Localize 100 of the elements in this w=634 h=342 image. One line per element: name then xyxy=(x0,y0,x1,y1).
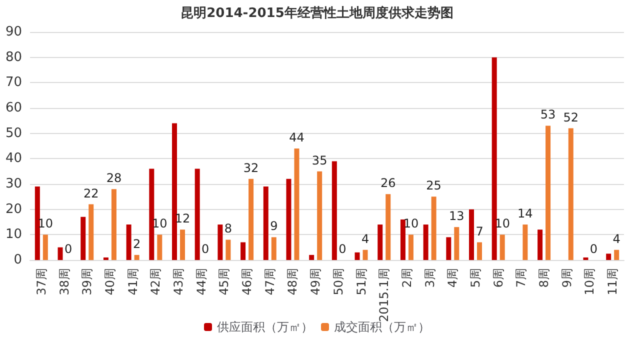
data-label: 52 xyxy=(563,110,579,124)
data-label: 35 xyxy=(312,153,328,168)
bar xyxy=(606,254,612,260)
x-tick-label: 3周 xyxy=(422,268,437,288)
data-label: 2 xyxy=(132,236,141,251)
x-tick-label: 48周 xyxy=(286,268,300,296)
bar xyxy=(58,247,63,260)
x-tick-label: 43周 xyxy=(172,268,186,296)
bar xyxy=(408,234,414,260)
bar xyxy=(500,234,505,260)
x-tick-label: 47周 xyxy=(262,268,277,296)
bar xyxy=(34,186,40,260)
data-label: 14 xyxy=(518,206,533,221)
x-tick-label: 9周 xyxy=(560,268,574,288)
y-tick-label: 70 xyxy=(5,75,22,90)
chart-title: 昆明2014-2015年经营性土地周度供求走势图 xyxy=(180,5,454,21)
bar xyxy=(522,224,528,260)
bar xyxy=(271,237,276,260)
y-tick-label: 90 xyxy=(5,24,22,40)
x-tick-label: 6周 xyxy=(491,268,506,288)
bar xyxy=(248,178,254,260)
bar xyxy=(286,178,292,260)
x-tick-label: 2015.1周 xyxy=(377,268,392,322)
x-tick-label: 2周 xyxy=(400,268,414,288)
bar xyxy=(378,224,383,260)
x-tick-label: 4周 xyxy=(446,268,460,288)
bar xyxy=(111,189,116,260)
x-tick-label: 40周 xyxy=(102,268,117,296)
bar xyxy=(454,227,460,260)
legend-label: 成交面积（万㎡） xyxy=(334,320,430,334)
data-label: 13 xyxy=(449,209,464,224)
bar xyxy=(157,234,162,260)
bar xyxy=(362,250,368,260)
x-tick-label: 51周 xyxy=(354,268,368,296)
data-label: 8 xyxy=(224,222,232,236)
y-tick-label: 30 xyxy=(5,176,22,192)
data-label: 9 xyxy=(270,219,278,234)
data-label: 0 xyxy=(338,242,346,256)
data-label: 0 xyxy=(64,242,72,256)
bar xyxy=(88,204,94,260)
y-tick-label: 50 xyxy=(5,126,22,141)
bar xyxy=(583,257,588,260)
bar xyxy=(538,230,543,260)
x-tick-label: 10周 xyxy=(582,268,597,296)
y-tick-label: 60 xyxy=(5,100,22,116)
x-tick-label: 44周 xyxy=(194,268,208,296)
x-tick-label: 42周 xyxy=(148,268,163,296)
data-label: 4 xyxy=(361,232,370,246)
bar xyxy=(469,209,474,260)
bar xyxy=(240,242,246,260)
y-tick-label: 40 xyxy=(5,151,22,166)
x-tick-label: 38周 xyxy=(57,268,72,296)
x-tick-label: 8周 xyxy=(537,268,552,288)
bar xyxy=(317,171,322,260)
x-tick-label: 46周 xyxy=(240,268,254,296)
data-label: 4 xyxy=(612,232,620,246)
bar xyxy=(126,224,132,260)
bar xyxy=(180,230,185,260)
x-tick-label: 7周 xyxy=(514,268,528,288)
data-label: 26 xyxy=(380,176,396,190)
bar xyxy=(386,194,391,260)
bar xyxy=(400,219,406,260)
data-label: 25 xyxy=(426,178,442,193)
bar xyxy=(446,237,452,260)
bar xyxy=(354,252,360,260)
bar xyxy=(332,161,337,260)
y-tick-label: 10 xyxy=(5,227,22,242)
bar xyxy=(42,234,48,260)
bar xyxy=(431,196,436,260)
bar xyxy=(134,254,140,260)
data-label: 53 xyxy=(540,108,556,122)
bar xyxy=(172,123,177,260)
bar xyxy=(614,250,620,260)
bar xyxy=(103,257,108,260)
x-tick-label: 49周 xyxy=(308,268,323,296)
data-label: 28 xyxy=(106,171,122,186)
bar xyxy=(546,126,551,260)
legend-label: 供应面积（万㎡） xyxy=(217,320,313,334)
x-tick-label: 5周 xyxy=(468,268,482,288)
bar xyxy=(263,186,268,260)
x-tick-label: 11周 xyxy=(606,268,620,296)
x-tick-label: 37周 xyxy=(34,268,48,296)
data-label: 32 xyxy=(243,160,259,175)
bar xyxy=(492,57,497,260)
bar xyxy=(568,128,574,260)
y-tick-label: 80 xyxy=(5,50,22,65)
bar xyxy=(80,216,86,260)
bar xyxy=(226,240,231,260)
bar xyxy=(218,224,223,260)
x-tick-label: 45周 xyxy=(217,268,232,296)
data-label: 0 xyxy=(590,242,598,256)
y-tick-label: 20 xyxy=(5,202,22,217)
bar xyxy=(294,148,300,260)
bar xyxy=(423,224,428,260)
data-label: 22 xyxy=(83,186,99,200)
x-tick-label: 50周 xyxy=(331,268,346,296)
data-label: 44 xyxy=(289,130,304,145)
data-label: 7 xyxy=(476,224,484,238)
x-tick-label: 39周 xyxy=(80,268,94,296)
y-tick-label: 0 xyxy=(14,252,22,268)
